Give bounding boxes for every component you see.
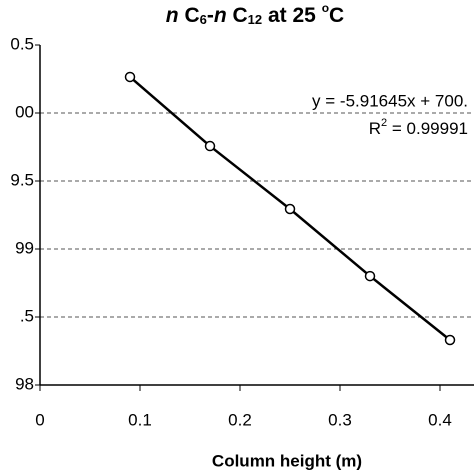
annotation: y = -5.91645x + 700. [312,91,468,110]
title-part: C [329,4,344,27]
x-tick-label: 0.4 [428,410,452,429]
y-tick-label: 98 [15,374,34,393]
title-part: - [207,4,214,27]
x-tick-label: 0.3 [328,410,352,429]
x-axis-label: Column height (m) [212,451,362,470]
title-part: 6 [200,12,207,27]
title-part: n [166,4,179,27]
annotation-part: R [369,119,381,138]
x-tick-label: 0 [35,410,44,429]
x-tick-label: 0.1 [128,410,152,429]
x-tick-label: 0.2 [228,410,252,429]
annotation: R2 = 0.99991 [369,117,468,139]
title-part: C [227,4,248,27]
point [284,203,296,215]
annotation-part: = 0.99991 [387,119,468,138]
y-tick-label: 99 [15,238,34,257]
title-part: n [214,4,227,27]
y-tick-label: 00 [15,102,34,121]
point [364,270,376,282]
point [124,71,136,83]
annotation-part: 2 [381,117,387,129]
title-part: o [322,1,329,15]
chart-title: n C6-n C12 at 25 oC [166,1,344,27]
y-tick-label: 0.5 [10,34,34,53]
title-part: C [179,4,200,27]
y-tick-label: 9.5 [10,170,34,189]
point [204,140,216,152]
title-part: at 25 [262,4,322,27]
y-tick-label: .5 [20,306,34,325]
point [444,334,456,346]
title-part: 12 [248,12,262,27]
